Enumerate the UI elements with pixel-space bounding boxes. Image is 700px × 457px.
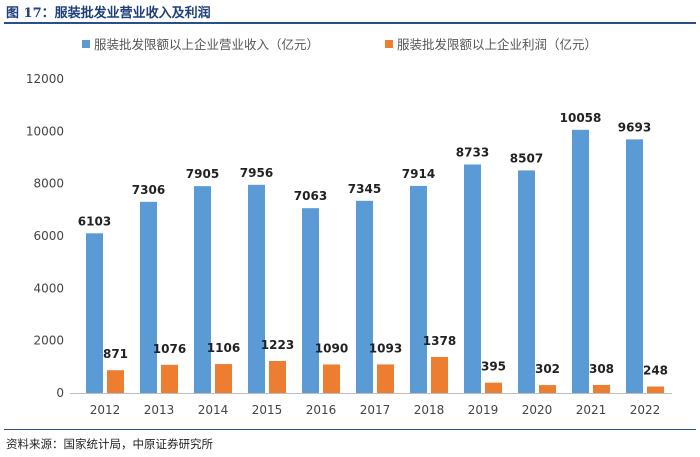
- profit-value-label: 1378: [423, 334, 456, 348]
- legend-swatch-revenue: [82, 40, 90, 48]
- profit-bar: [161, 364, 178, 393]
- profit-bar: [647, 386, 664, 393]
- bars: [86, 129, 664, 393]
- source-note: 资料来源：国家统计局，中原证券研究所: [6, 437, 213, 451]
- y-tick-label: 12000: [26, 72, 64, 86]
- profit-value-label: 308: [589, 362, 614, 376]
- profit-bar: [323, 364, 340, 393]
- x-tick-label: 2020: [522, 403, 553, 417]
- profit-value-label: 1223: [261, 338, 294, 352]
- profit-value-label: 1093: [369, 341, 402, 355]
- y-tick-label: 4000: [33, 281, 64, 295]
- profit-bar: [215, 364, 232, 393]
- revenue-bar: [572, 129, 589, 393]
- y-tick-label: 2000: [33, 334, 64, 348]
- revenue-value-label: 8733: [456, 145, 489, 159]
- x-tick-label: 2014: [198, 403, 229, 417]
- x-tick-label: 2019: [468, 403, 499, 417]
- revenue-bar: [464, 164, 481, 393]
- figure-title: 图 17：服装批发业营业收入及利润: [6, 6, 211, 21]
- revenue-bar: [518, 170, 535, 393]
- y-tick-label: 10000: [26, 124, 64, 138]
- y-tick-label: 6000: [33, 229, 64, 243]
- y-tick-label: 0: [56, 386, 64, 400]
- revenue-bar: [626, 139, 643, 393]
- profit-bar: [107, 370, 124, 393]
- x-tick-label: 2012: [90, 403, 121, 417]
- profit-bar: [377, 364, 394, 393]
- x-tick-label: 2017: [360, 403, 391, 417]
- revenue-value-label: 7345: [348, 182, 381, 196]
- profit-value-label: 1090: [315, 341, 348, 355]
- profit-bar: [593, 384, 610, 393]
- profit-value-label: 302: [535, 362, 560, 376]
- x-tick-label: 2015: [252, 403, 283, 417]
- profit-value-label: 1106: [207, 341, 240, 355]
- bottom-rule: [4, 429, 696, 430]
- legend-label-revenue: 服装批发限额以上企业营业收入（亿元）: [94, 37, 319, 52]
- profit-bar: [269, 360, 286, 393]
- revenue-bar: [356, 200, 373, 393]
- revenue-bar: [410, 185, 427, 393]
- profit-value-label: 871: [103, 347, 128, 361]
- revenue-value-label: 10058: [560, 111, 602, 125]
- revenue-bar: [140, 201, 157, 393]
- profit-bar: [539, 385, 556, 393]
- revenue-value-label: 7914: [402, 167, 435, 181]
- x-axis-ticks: 2012 2013 2014 2015 2016 2017 2018 2019 2020 2021…: [90, 403, 661, 417]
- revenue-value-label: 7063: [294, 189, 327, 203]
- revenue-value-label: 8507: [510, 151, 543, 165]
- profit-value-label: 395: [481, 360, 506, 374]
- profit-bar: [485, 382, 502, 393]
- legend-label-profit: 服装批发限额以上企业利润（亿元）: [397, 37, 597, 52]
- legend-swatch-profit: [385, 40, 393, 48]
- revenue-value-label: 7905: [186, 167, 219, 181]
- revenue-bar: [302, 208, 319, 393]
- revenue-value-label: 7956: [240, 166, 273, 180]
- revenue-value-label: 7306: [132, 183, 165, 197]
- chart-legend: 服装批发限额以上企业营业收入（亿元） 服装批发限额以上企业利润（亿元）: [82, 37, 597, 52]
- x-tick-label: 2016: [306, 403, 337, 417]
- x-tick-label: 2022: [630, 403, 661, 417]
- top-rule: [4, 22, 696, 24]
- x-tick-label: 2021: [576, 403, 607, 417]
- x-tick-label: 2018: [414, 403, 445, 417]
- profit-value-label: 248: [643, 364, 668, 378]
- revenue-bar: [248, 184, 265, 393]
- revenue-value-label: 6103: [78, 214, 111, 228]
- x-tick-label: 2013: [144, 403, 175, 417]
- revenue-bar: [86, 233, 103, 393]
- profit-bar: [431, 356, 448, 393]
- revenue-value-label: 9693: [618, 120, 651, 134]
- y-axis-ticks: 0 2000 4000 6000 8000 10000 12000: [26, 72, 64, 400]
- profit-value-label: 1076: [153, 342, 186, 356]
- data-labels: 6103 871 7306 1076 7905 1106 7956 1223 7063 1090 7…: [78, 111, 668, 378]
- y-tick-label: 8000: [33, 177, 64, 191]
- revenue-bar: [194, 186, 211, 393]
